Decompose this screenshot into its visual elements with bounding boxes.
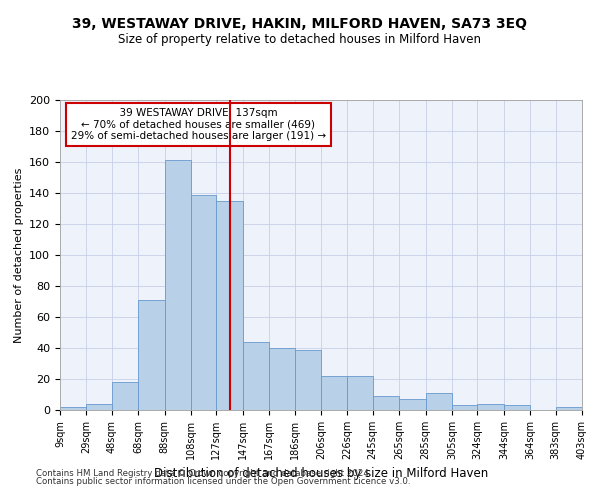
Bar <box>138 300 164 410</box>
Text: 39 WESTAWAY DRIVE: 137sqm  
← 70% of detached houses are smaller (469)
29% of se: 39 WESTAWAY DRIVE: 137sqm ← 70% of detac… <box>71 108 326 141</box>
Bar <box>295 350 321 410</box>
Text: Contains public sector information licensed under the Open Government Licence v3: Contains public sector information licen… <box>36 477 410 486</box>
Bar <box>504 406 530 410</box>
Bar <box>478 404 504 410</box>
Bar <box>243 342 269 410</box>
Bar <box>164 160 191 410</box>
Bar <box>373 396 399 410</box>
Text: Size of property relative to detached houses in Milford Haven: Size of property relative to detached ho… <box>119 32 482 46</box>
Bar <box>321 376 347 410</box>
Bar <box>191 194 217 410</box>
Bar <box>399 399 425 410</box>
Y-axis label: Number of detached properties: Number of detached properties <box>14 168 23 342</box>
Bar <box>112 382 138 410</box>
Text: Contains HM Land Registry data © Crown copyright and database right 2024.: Contains HM Land Registry data © Crown c… <box>36 468 371 477</box>
Bar <box>556 407 582 410</box>
Bar <box>86 404 112 410</box>
X-axis label: Distribution of detached houses by size in Milford Haven: Distribution of detached houses by size … <box>154 468 488 480</box>
Bar <box>217 200 243 410</box>
Bar <box>452 406 478 410</box>
Bar <box>425 393 452 410</box>
Text: 39, WESTAWAY DRIVE, HAKIN, MILFORD HAVEN, SA73 3EQ: 39, WESTAWAY DRIVE, HAKIN, MILFORD HAVEN… <box>73 18 527 32</box>
Bar <box>347 376 373 410</box>
Bar <box>269 348 295 410</box>
Bar <box>60 407 86 410</box>
